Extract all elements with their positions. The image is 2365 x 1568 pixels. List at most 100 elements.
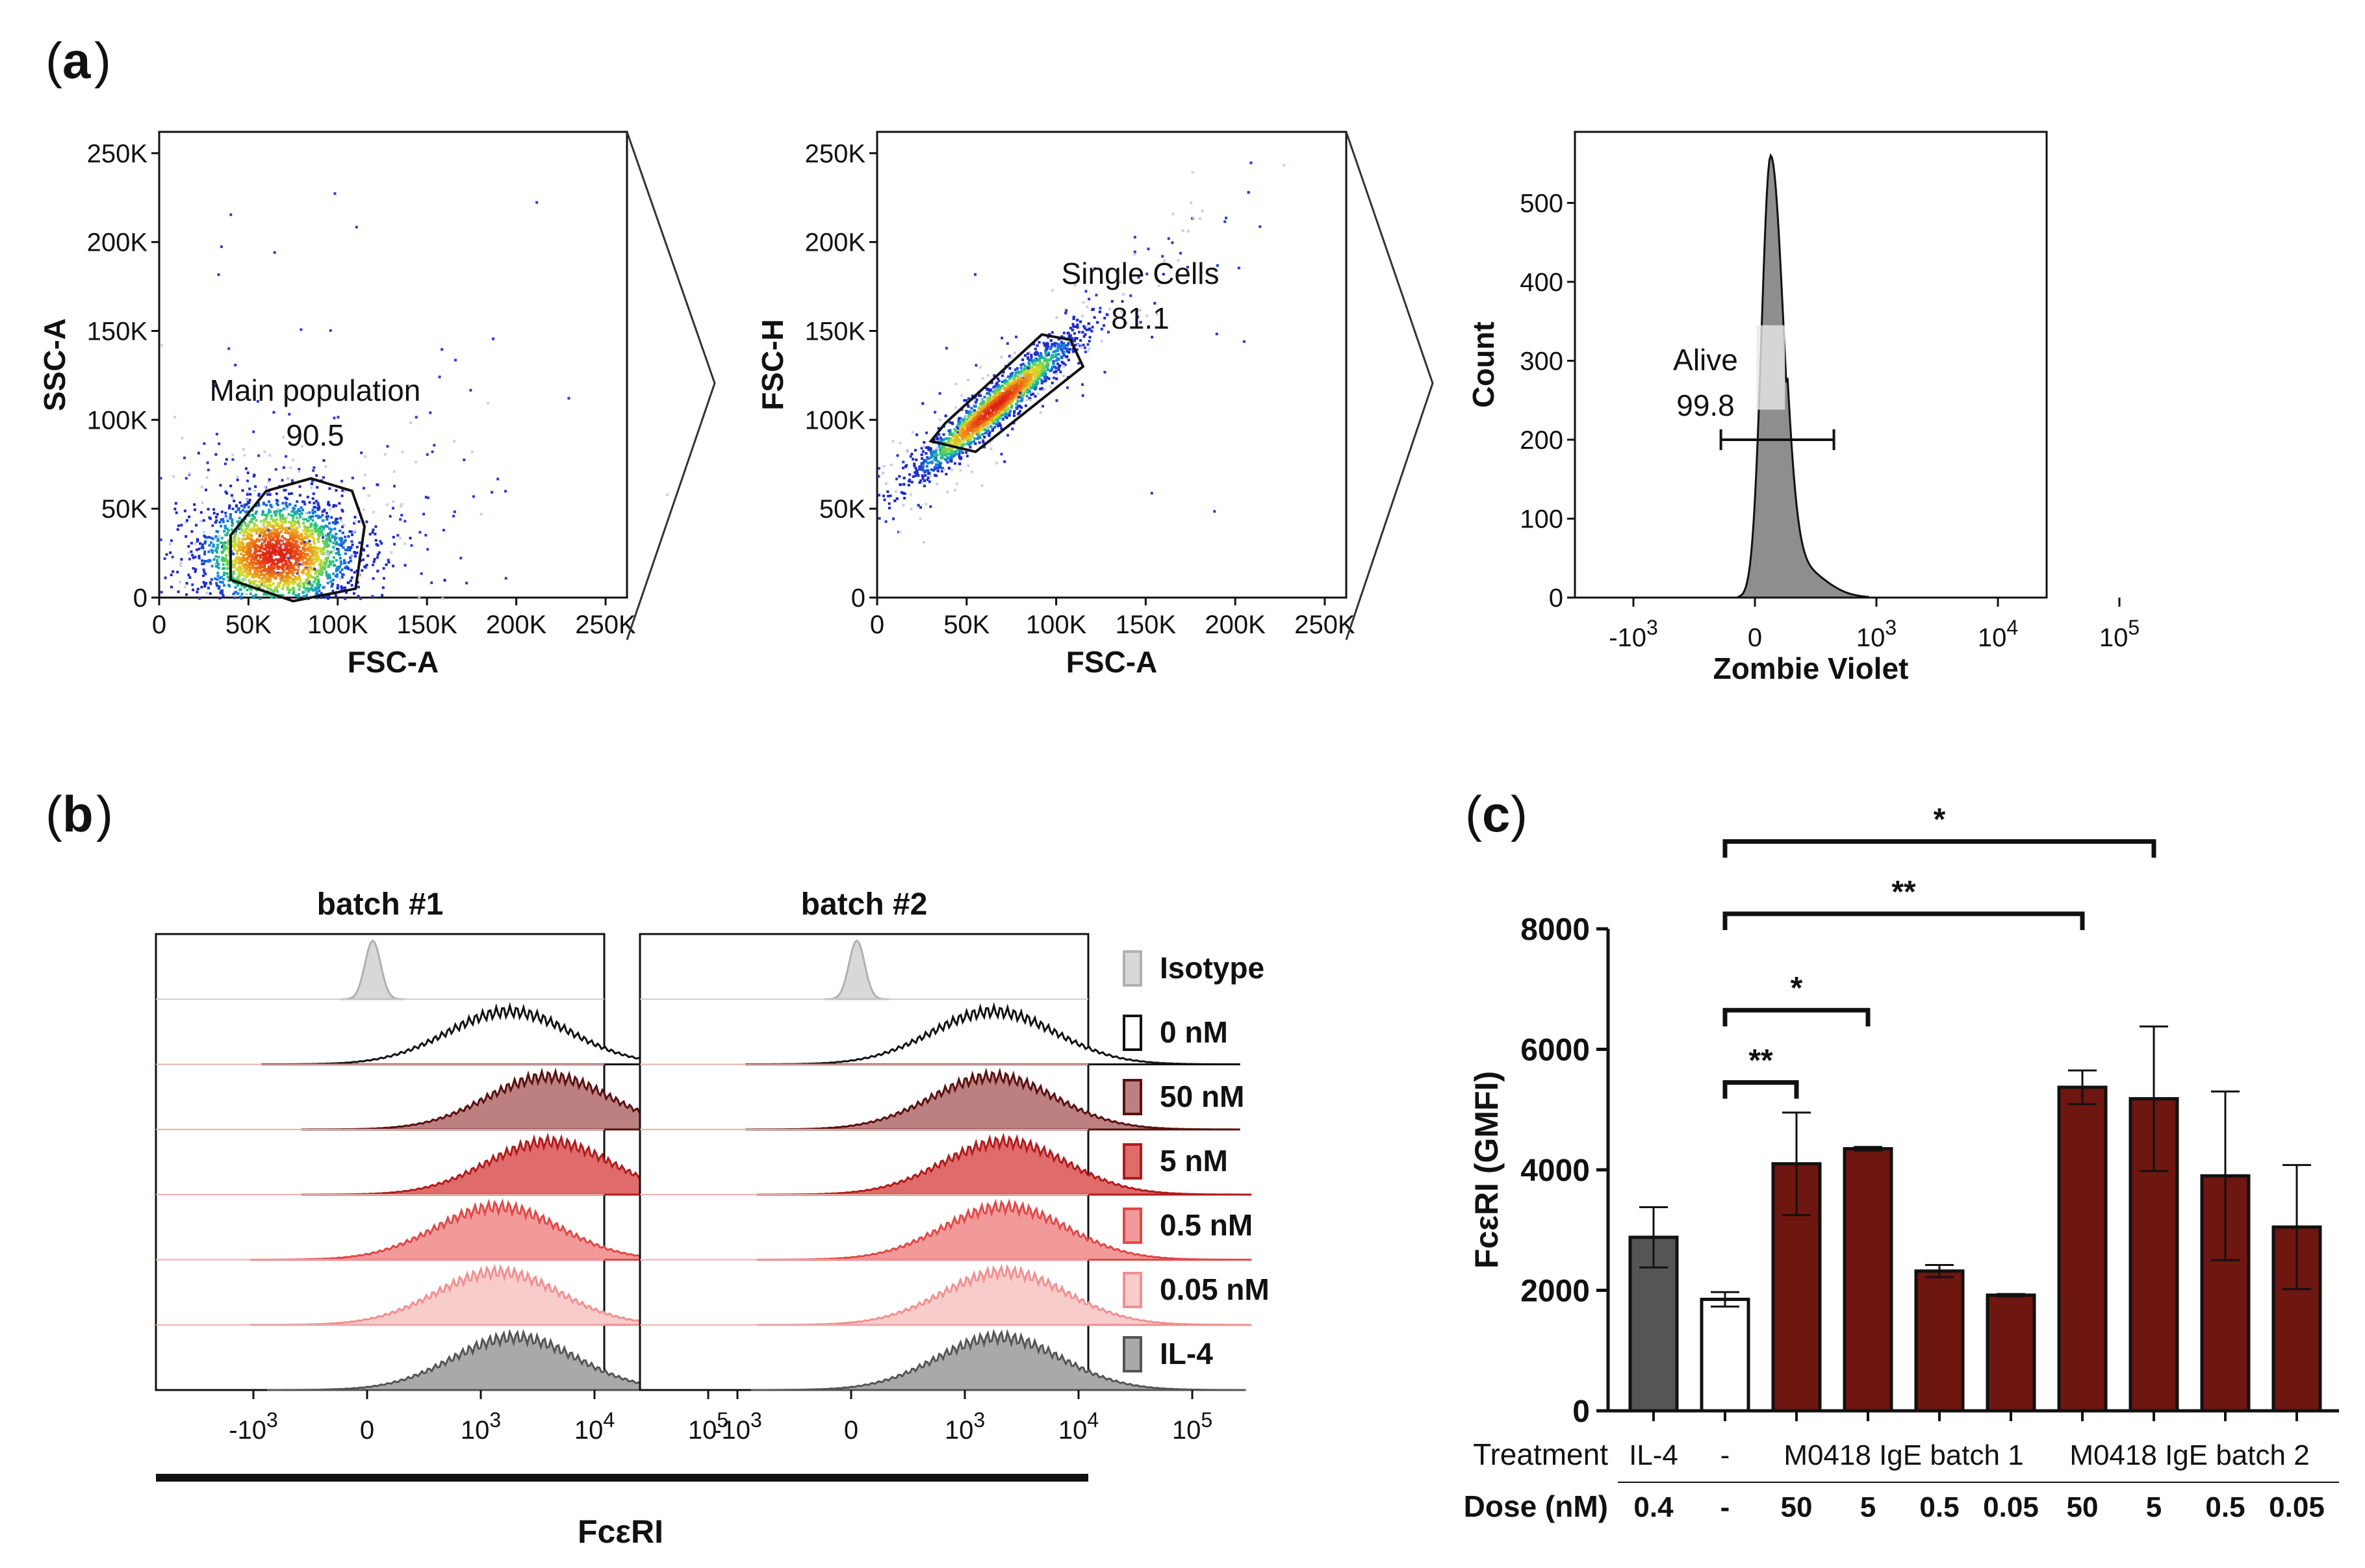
event-dot xyxy=(239,561,242,564)
event-dot xyxy=(219,484,222,487)
event-dot xyxy=(311,562,314,565)
event-dot xyxy=(235,504,238,507)
event-dot xyxy=(249,588,253,591)
event-dot xyxy=(159,477,162,480)
event-dot xyxy=(322,536,325,539)
event-dot xyxy=(326,545,329,548)
event-dot xyxy=(1223,220,1227,223)
event-dot xyxy=(323,561,326,564)
event-dot xyxy=(1019,399,1022,402)
event-dot xyxy=(274,572,277,575)
event-dot xyxy=(340,563,343,566)
event-dot xyxy=(224,557,227,560)
event-dot xyxy=(964,438,967,441)
event-dot xyxy=(229,485,233,488)
event-dot xyxy=(280,520,283,524)
event-dot xyxy=(322,525,326,529)
event-dot xyxy=(316,507,320,510)
event-dot xyxy=(309,543,312,546)
event-dot xyxy=(233,570,236,574)
event-dot xyxy=(910,481,914,484)
event-dot xyxy=(953,462,956,465)
event-dot xyxy=(973,421,976,424)
event-dot xyxy=(1157,285,1160,288)
event-dot xyxy=(255,524,259,527)
event-dot xyxy=(183,509,186,512)
event-dot xyxy=(928,457,931,460)
event-dot xyxy=(1106,331,1110,334)
event-dot xyxy=(306,520,309,523)
event-dot xyxy=(895,490,898,493)
event-dot xyxy=(236,544,239,547)
event-dot xyxy=(336,551,339,555)
event-dot xyxy=(1045,375,1049,379)
event-dot xyxy=(262,535,265,538)
event-dot xyxy=(302,555,305,559)
event-dot xyxy=(382,577,385,580)
event-dot xyxy=(342,540,346,544)
event-dot xyxy=(294,570,298,573)
event-dot xyxy=(264,555,268,559)
event-dot xyxy=(362,487,365,490)
event-dot xyxy=(242,537,246,540)
event-dot xyxy=(311,512,314,515)
event-dot xyxy=(937,463,940,466)
event-dot xyxy=(955,435,958,438)
event-dot xyxy=(1066,331,1069,335)
event-dot xyxy=(247,572,250,575)
event-dot xyxy=(222,574,225,577)
event-dot xyxy=(989,425,992,428)
event-dot xyxy=(877,467,880,470)
event-dot xyxy=(368,533,372,536)
event-dot xyxy=(311,575,314,579)
event-dot xyxy=(878,517,881,520)
event-dot xyxy=(978,430,981,433)
event-dot xyxy=(202,519,205,522)
event-dot xyxy=(205,536,208,539)
event-dot xyxy=(199,511,203,514)
event-dot xyxy=(896,454,899,457)
event-dot xyxy=(264,537,267,540)
event-dot xyxy=(1006,390,1010,394)
event-dot xyxy=(1016,404,1019,407)
event-dot xyxy=(208,516,211,519)
event-dot xyxy=(1020,379,1023,383)
event-dot xyxy=(276,574,279,577)
event-dot xyxy=(222,518,225,521)
event-dot xyxy=(231,570,234,574)
event-dot xyxy=(1028,390,1031,394)
event-dot xyxy=(236,508,240,511)
event-dot xyxy=(999,424,1002,427)
plot-a2-fsch-vs-fsca: 0 50K 100K 150K 200K 250K050K100K150K200K250K… xyxy=(756,131,1355,679)
event-dot xyxy=(284,531,287,534)
event-dot xyxy=(224,533,227,537)
event-dot xyxy=(233,537,236,540)
event-dot xyxy=(928,461,932,464)
event-dot xyxy=(927,448,930,451)
event-dot xyxy=(1017,396,1021,399)
event-dot xyxy=(253,572,257,575)
event-dot xyxy=(1055,342,1058,345)
event-dot xyxy=(344,552,347,555)
event-dot xyxy=(227,507,231,510)
event-dot xyxy=(978,436,982,439)
event-dot xyxy=(318,507,321,511)
event-dot xyxy=(262,593,266,596)
event-dot xyxy=(202,581,205,584)
event-dot xyxy=(332,556,335,559)
event-dot xyxy=(367,494,370,498)
event-dot xyxy=(287,557,290,560)
event-dot xyxy=(249,559,253,562)
event-dot xyxy=(240,561,244,564)
event-dot xyxy=(285,501,288,505)
event-dot xyxy=(266,540,270,544)
event-dot xyxy=(972,414,975,417)
event-dot xyxy=(294,581,297,584)
event-dot xyxy=(1151,336,1154,339)
event-dot xyxy=(206,461,209,464)
event-dot xyxy=(888,502,891,505)
event-dot xyxy=(305,566,309,570)
event-dot xyxy=(1042,371,1045,374)
event-dot xyxy=(316,569,320,572)
